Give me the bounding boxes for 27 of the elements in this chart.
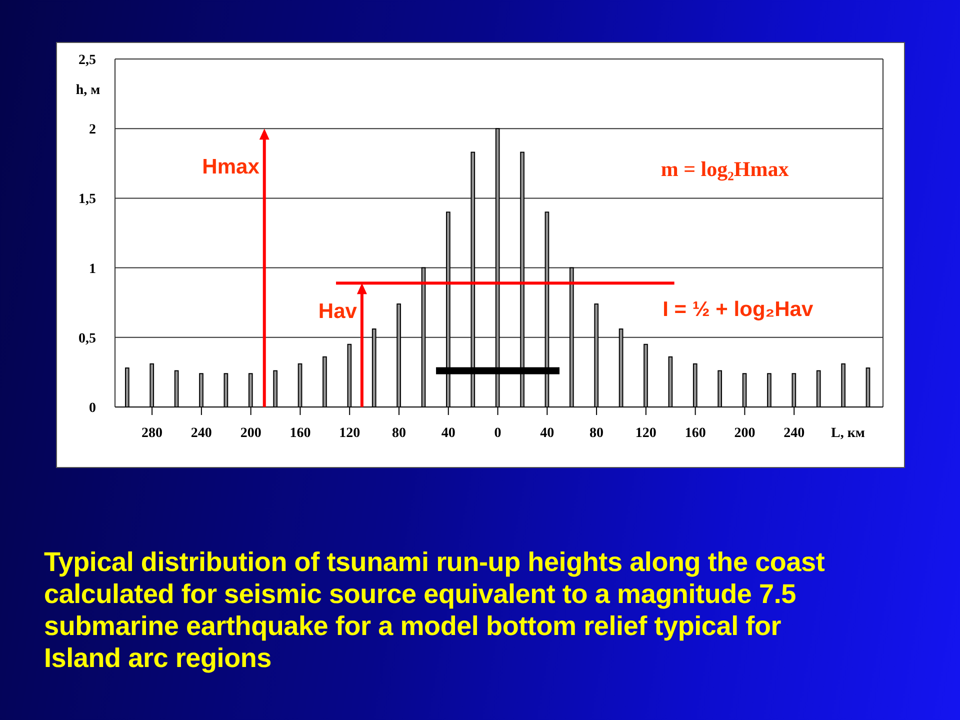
y-tick-label: 1,5 — [78, 192, 96, 208]
annotation: I = ½ + log₂Hav — [662, 297, 814, 320]
x-tick-label: 120 — [635, 426, 656, 441]
x-tick-label: 80 — [590, 426, 604, 441]
text: Typical distribution of tsunami run-up heights along the coast calculated for seismic source equivalent to a magnitude 7.5 submarine earthquake for a model bottom relief typical for Island arc regions — [44, 546, 826, 674]
y-tick-label: 2,5 — [78, 52, 96, 68]
x-tick-label: 0 — [494, 426, 502, 441]
x-tick-label: 280 — [142, 426, 163, 441]
x-tick-label: 240 — [784, 426, 805, 441]
x-tick-label: 240 — [190, 426, 212, 441]
y-tick-label: 0 — [89, 400, 96, 416]
x-axis-title: L, км — [831, 426, 866, 440]
y-axis-title: h, м — [76, 82, 101, 98]
y-tick-label: 2 — [89, 122, 96, 138]
x-tick-label: 120 — [339, 426, 360, 441]
annotation: Hav — [318, 300, 358, 323]
x-tick-label: 160 — [684, 426, 706, 441]
x-tick-label: 40 — [441, 426, 456, 441]
y-tick-label: 0,5 — [78, 331, 96, 346]
y-tick-label: 1 — [89, 262, 96, 277]
x-tick-label: 80 — [392, 426, 406, 441]
annotation: Hmax — [202, 155, 260, 178]
x-tick-label: 200 — [734, 426, 756, 441]
x-tick-label: 200 — [240, 426, 262, 441]
x-tick-label: 160 — [290, 426, 311, 441]
x-tick-label: 40 — [540, 426, 554, 441]
annotation: m = log₂Hmax — [660, 156, 790, 181]
